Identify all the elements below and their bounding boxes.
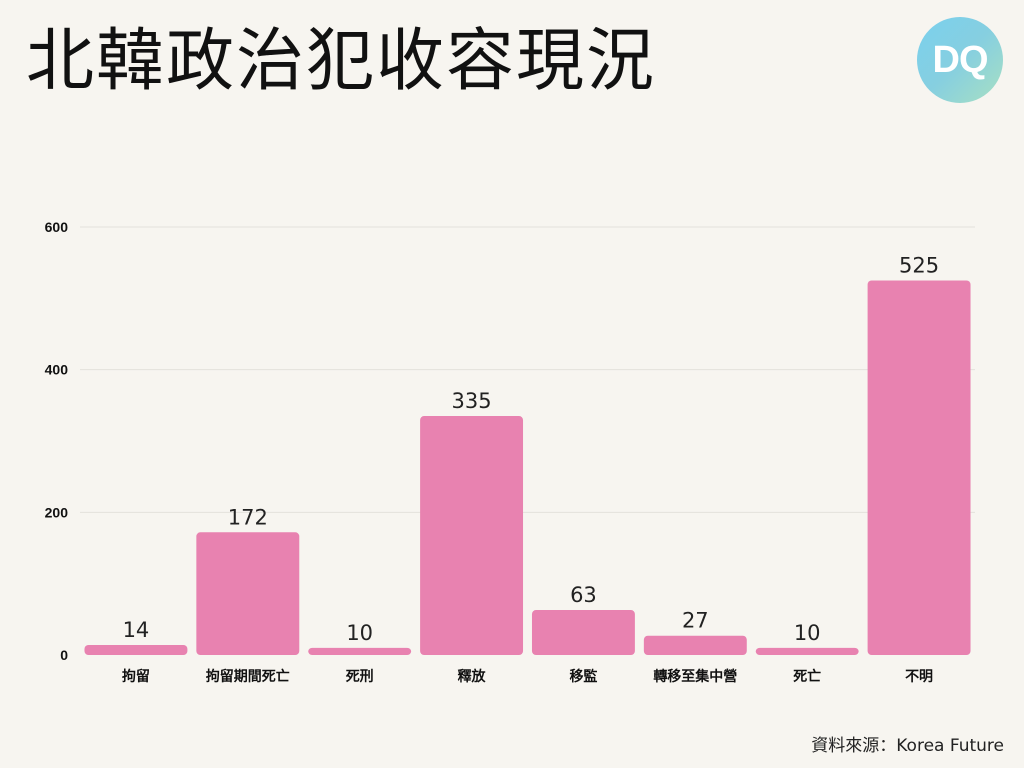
- category-label: 釋放: [458, 668, 487, 685]
- bar: [755, 647, 859, 655]
- bar: [196, 532, 300, 655]
- category-label: 轉移至集中營: [653, 668, 737, 685]
- y-tick-label: 0: [60, 647, 68, 663]
- bar: [84, 645, 188, 655]
- category-label: 移監: [569, 668, 597, 685]
- y-tick-label: 600: [45, 219, 69, 235]
- data-label: 335: [452, 389, 492, 413]
- bars: [84, 280, 971, 655]
- data-label: 14: [123, 618, 150, 642]
- category-label: 不明: [905, 669, 933, 685]
- data-labels: 14 172 10 335 63 27 10 525: [123, 254, 940, 645]
- data-label: 27: [682, 609, 709, 633]
- bar: [867, 280, 971, 655]
- bar: [643, 635, 747, 655]
- bar: [420, 416, 524, 655]
- data-label: 525: [899, 254, 939, 278]
- data-label: 10: [346, 621, 373, 645]
- bar: [308, 647, 412, 655]
- source-note: 資料來源：Korea Future: [811, 736, 1004, 756]
- category-labels: 拘留 拘留期間死亡 死刑 釋放 移監 轉移至集中營 死亡 不明: [122, 668, 933, 685]
- data-label: 172: [228, 505, 268, 529]
- grid-lines: [80, 226, 975, 513]
- data-label: 10: [794, 621, 821, 645]
- category-label: 死亡: [792, 668, 821, 685]
- y-tick-label: 400: [45, 362, 69, 378]
- category-label: 拘留: [122, 668, 150, 685]
- bar: [531, 610, 635, 655]
- y-axis-ticks: 0 200 400 600: [45, 219, 69, 663]
- y-tick-label: 200: [45, 504, 69, 520]
- dq-logo: DQ: [917, 17, 1003, 103]
- category-label: 拘留期間死亡: [206, 668, 290, 685]
- page-title: 北韓政治犯收容現況: [26, 22, 657, 101]
- data-label: 63: [570, 583, 597, 607]
- category-label: 死刑: [345, 669, 374, 685]
